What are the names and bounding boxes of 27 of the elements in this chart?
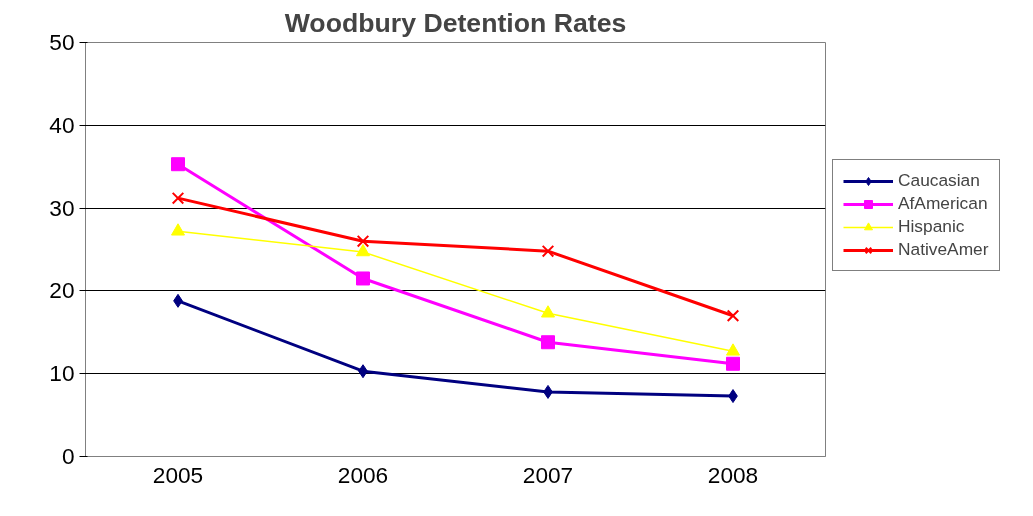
legend-label: NativeAmer <box>898 239 989 260</box>
x-tick-label: 2005 <box>152 461 204 488</box>
chart-title: Woodbury Detention Rates <box>284 7 627 38</box>
point <box>541 335 555 350</box>
x-tick-label: 2006 <box>337 461 389 488</box>
y-tick-label: 10 <box>49 360 75 387</box>
y-tick-label: 50 <box>49 29 75 55</box>
point <box>171 157 185 172</box>
x-tick-label: 2008 <box>707 461 759 488</box>
point <box>541 305 555 318</box>
y-tick-label: 30 <box>49 194 75 221</box>
point <box>541 244 555 258</box>
legend-label: AfAmerican <box>898 193 988 214</box>
y-tick-label: 40 <box>49 111 75 138</box>
point <box>356 243 370 257</box>
y-tick-label: 0 <box>61 443 75 469</box>
point <box>726 343 740 356</box>
point <box>726 356 740 371</box>
y-tick-label: 20 <box>49 277 75 304</box>
legend-label: Hispanic <box>898 216 965 237</box>
legend-label: Caucasian <box>898 170 980 191</box>
point <box>171 191 185 205</box>
x-tick-label: 2007 <box>522 461 574 488</box>
point <box>726 309 740 323</box>
point <box>171 223 185 236</box>
point <box>356 271 370 286</box>
point <box>356 234 370 248</box>
